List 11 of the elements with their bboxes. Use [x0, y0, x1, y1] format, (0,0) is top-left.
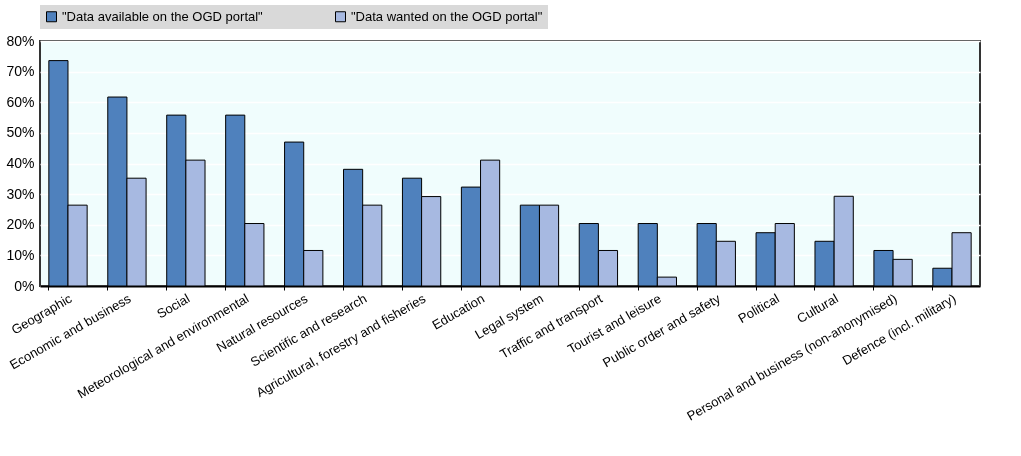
y-tick-label: 50%	[6, 124, 35, 141]
y-tick-label: 40%	[6, 155, 35, 171]
y-tick-label: 10%	[6, 246, 35, 263]
y-tick-label: 80%	[6, 32, 35, 49]
y-tick-label: 70%	[6, 63, 35, 80]
y-tick-label: 30%	[6, 185, 35, 202]
y-tick-label: 0%	[14, 277, 35, 294]
legend-label: "Data available on the OGD portal"	[62, 8, 264, 24]
y-tick-label: 60%	[6, 93, 35, 110]
y-tick-label: 20%	[6, 216, 35, 233]
legend-label: "Data wanted on the OGD portal"	[351, 8, 543, 24]
